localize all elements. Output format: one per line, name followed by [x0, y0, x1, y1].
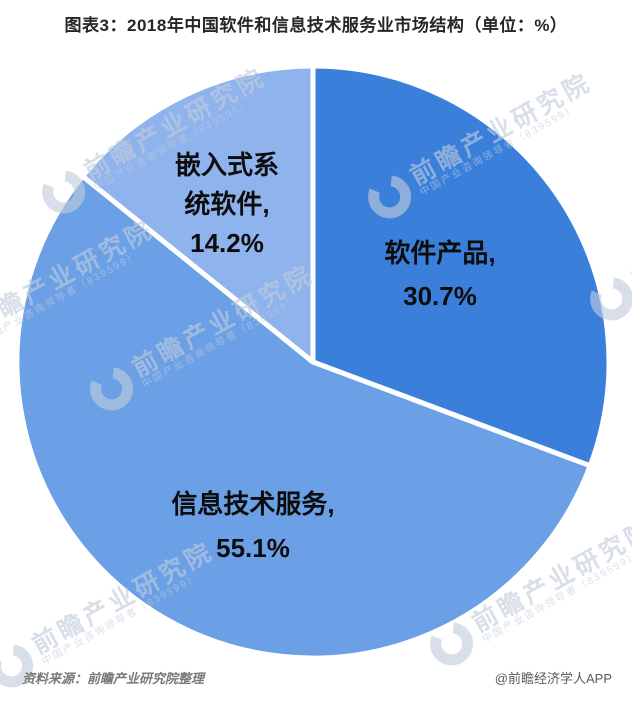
label-line: 55.1% — [216, 533, 290, 563]
pie-slice-嵌入式系统软件 — [80, 63, 316, 365]
label-line: 信息技术服务, — [171, 489, 335, 519]
label-it-services: 信息技术服务, 55.1% — [133, 482, 373, 570]
label-software-products: 软件产品, 30.7% — [330, 232, 550, 318]
pie-slice-软件产品 — [310, 63, 612, 469]
pie-slice-信息技术服务 — [14, 173, 593, 661]
label-embedded-software: 嵌入式系 统软件, 14.2% — [117, 146, 337, 263]
label-line: 30.7% — [403, 281, 477, 311]
label-line: 14.2% — [190, 228, 264, 258]
credit-note: @前瞻经济学人APP — [494, 671, 612, 686]
label-line: 嵌入式系 — [174, 150, 279, 180]
chart-title: 图表3：2018年中国软件和信息技术服务业市场结构（单位：%） — [64, 16, 568, 35]
source-note: 资料来源：前瞻产业研究院整理 — [22, 671, 205, 686]
label-line: 软件产品, — [384, 238, 496, 268]
label-line: 统软件, — [184, 189, 270, 219]
